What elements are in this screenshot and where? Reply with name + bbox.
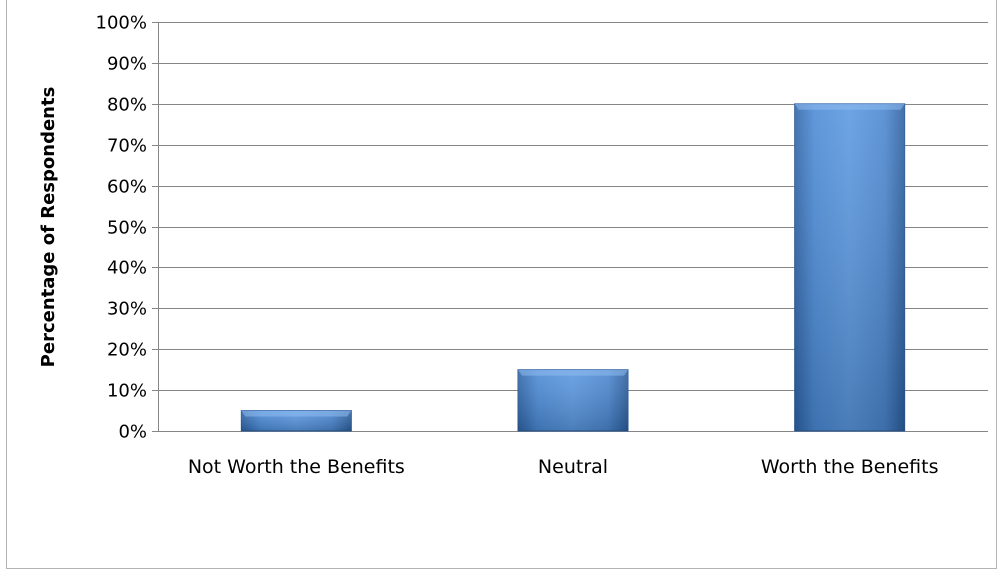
y-tick-label: 80% — [107, 95, 147, 116]
bar-shade — [794, 103, 905, 432]
bar — [517, 369, 629, 432]
x-category-label: Worth the Benefits — [761, 456, 939, 478]
bar — [240, 410, 352, 432]
y-tick-label: 100% — [96, 13, 147, 34]
y-tick-label: 40% — [107, 258, 147, 279]
x-category-label: Not Worth the Benefits — [188, 456, 405, 478]
bar-shade — [518, 369, 628, 431]
y-tick-label: 0% — [118, 422, 147, 443]
y-axis-tick-labels: 0% 10% 20% 30% 40% 50% 60% 70% 80% 90% 100% — [96, 13, 147, 443]
bar-bevel — [241, 410, 352, 417]
y-tick-label: 60% — [107, 177, 147, 198]
bars — [240, 103, 906, 432]
x-axis-category-labels: Not Worth the Benefits Neutral Worth the B… — [188, 456, 939, 478]
y-axis-title: Percentage of Respondents — [38, 87, 59, 368]
bar — [794, 103, 906, 432]
y-tick-label: 10% — [107, 381, 147, 402]
bar-bevel — [518, 369, 628, 376]
y-tick-label: 70% — [107, 136, 147, 157]
y-tick-label: 90% — [107, 54, 147, 75]
y-tick-label: 30% — [107, 299, 147, 320]
y-tick-label: 20% — [107, 340, 147, 361]
bar-bevel — [794, 103, 905, 110]
x-category-label: Neutral — [538, 456, 608, 478]
y-tick-label: 50% — [107, 218, 147, 239]
